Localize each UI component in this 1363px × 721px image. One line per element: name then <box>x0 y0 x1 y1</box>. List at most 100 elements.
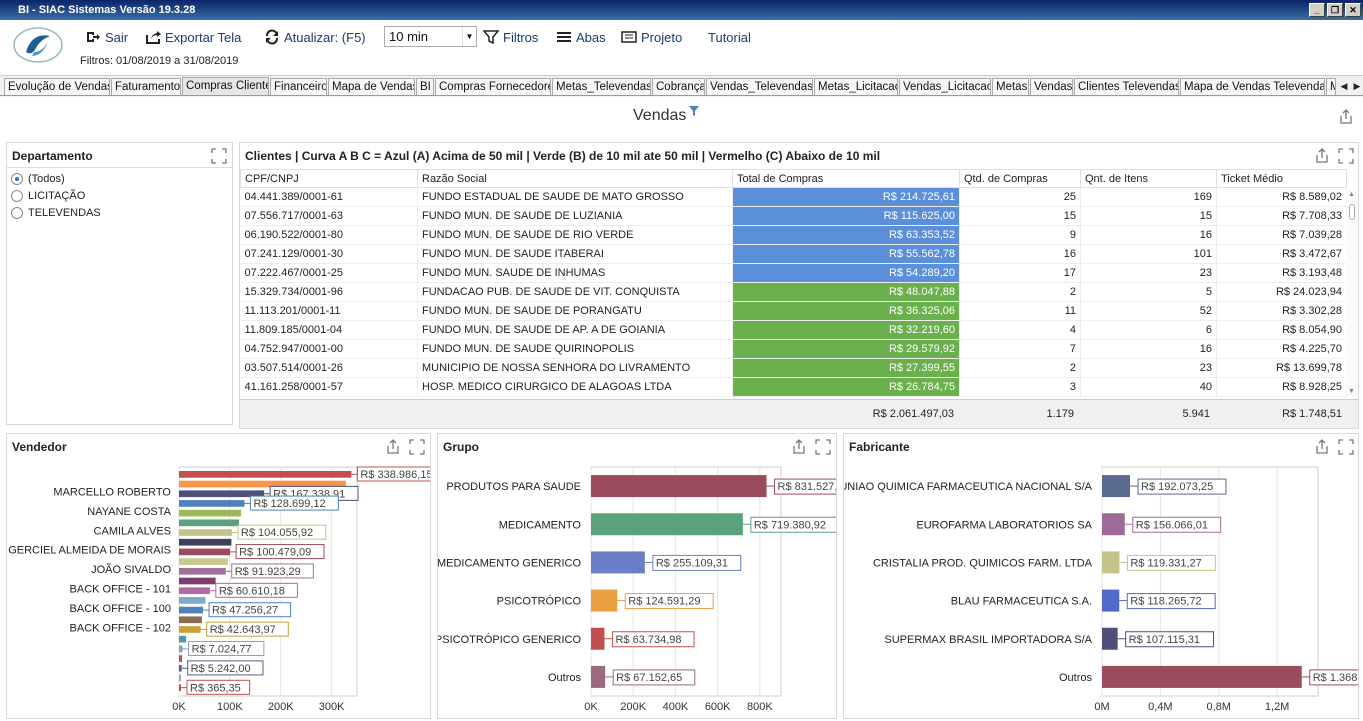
atualizar-button[interactable]: Atualizar: (F5) <box>264 28 366 46</box>
filtros-button[interactable]: Filtros <box>483 28 538 46</box>
tab-bi[interactable]: BI <box>416 78 434 95</box>
category-label: CRISTALIA PROD. QUIMICOS FARM. LTDA <box>873 557 1093 569</box>
data-label: R$ 365,35 <box>190 682 241 694</box>
x-tick-label: 0,8M <box>1207 701 1231 713</box>
table-row[interactable]: 04.441.389/0001-61 FUNDO ESTADUAL DE SAUD… <box>240 187 1347 207</box>
departamento-title: Departamento <box>12 149 93 163</box>
maximize-icon[interactable] <box>1338 148 1354 164</box>
tab-mapa-de-vendas[interactable]: Mapa de Vendas <box>328 78 415 95</box>
radio-selected-icon[interactable] <box>11 172 23 185</box>
scroll-thumb[interactable] <box>1349 204 1355 220</box>
tab-faturamento[interactable]: Faturamento <box>111 78 181 95</box>
tab-metas[interactable]: Metas <box>992 78 1029 95</box>
table-row[interactable]: 03.507.514/0001-26 MUNICIPIO DE NOSSA SEN… <box>240 358 1347 378</box>
tab-mapa-de-vendas-televendas[interactable]: Mapa de Vendas Televendas <box>1180 78 1325 95</box>
tab-overflow[interactable]: M <box>1326 78 1336 95</box>
tab-bar: Evolução de Vendas Faturamento Compras C… <box>0 77 1363 96</box>
table-cell: 5 <box>1080 282 1217 302</box>
restore-button[interactable]: ❐ <box>1327 3 1343 17</box>
tab-compras-fornecedores[interactable]: Compras Fornecedores <box>435 78 551 95</box>
table-row[interactable]: 07.556.717/0001-63 FUNDO MUN. DE SAUDE DE… <box>240 206 1347 226</box>
exportar-tela-button[interactable]: Exportar Tela <box>145 28 241 46</box>
data-label-box <box>774 478 836 495</box>
tab-scroll-left-icon[interactable]: ◀ <box>1337 77 1351 95</box>
table-row[interactable]: 15.329.734/0001-96 FUNDACAO PUB. DE SAUDE… <box>240 282 1347 302</box>
data-label: R$ 7.024,77 <box>192 644 252 656</box>
category-label: PRODUTOS PARA SAUDE <box>446 481 581 493</box>
abas-button[interactable]: Abas <box>556 28 606 46</box>
grupo-chart: 0K 200K 400K 600K 800K PRODUTOS PARA SAUDE R$ … <box>438 466 836 713</box>
x-tick-label: 200K <box>620 701 646 713</box>
tab-clientes-televendas[interactable]: Clientes Televendas <box>1074 78 1179 95</box>
table-cell: 07.556.717/0001-63 <box>240 206 418 226</box>
export-icon[interactable] <box>385 439 401 455</box>
maximize-icon[interactable] <box>815 439 831 455</box>
tab-compras-cliente[interactable]: Compras Cliente <box>182 77 269 95</box>
departamento-option-licitacao[interactable]: LICITAÇÃO <box>11 187 101 204</box>
table-row[interactable]: 04.752.947/0001-00 FUNDO MUN. DE SAUDE QU… <box>240 339 1347 359</box>
column-header[interactable]: Qtd. de Compras <box>959 169 1081 188</box>
chevron-down-icon[interactable]: ▼ <box>462 27 476 46</box>
export-icon[interactable] <box>1338 109 1354 125</box>
data-label: R$ 124.591,29 <box>628 596 700 608</box>
tab-cobranca[interactable]: Cobrança <box>652 78 705 95</box>
table-row[interactable]: 06.190.522/0001-80 FUNDO MUN. DE SAUDE DE… <box>240 225 1347 245</box>
scroll-up-icon[interactable]: ▲ <box>1348 191 1355 198</box>
maximize-icon[interactable] <box>211 148 227 164</box>
tab-vendas-licitacao[interactable]: Vendas_Licitacao <box>899 78 991 95</box>
tutorial-link[interactable]: Tutorial <box>708 28 751 46</box>
table-cell: R$ 3.472,67 <box>1216 244 1347 264</box>
departamento-option-televendas[interactable]: TELEVENDAS <box>11 204 101 221</box>
projeto-button[interactable]: Projeto <box>621 28 682 46</box>
tab-metas-licitacao[interactable]: Metas_Licitacao <box>814 78 898 95</box>
table-cell: 101 <box>1080 244 1217 264</box>
column-header[interactable]: Qnt. de Itens <box>1080 169 1217 188</box>
data-label: R$ 67.152,65 <box>616 672 682 684</box>
data-label-box <box>1132 516 1222 533</box>
table-scrollbar[interactable]: ▲ ▼ <box>1346 190 1358 396</box>
export-icon[interactable] <box>791 439 807 455</box>
table-cell: 23 <box>1080 358 1217 378</box>
table-cell: R$ 36.325,06 <box>732 301 960 321</box>
column-header[interactable]: Total de Compras <box>732 169 960 188</box>
bar <box>1102 551 1120 574</box>
table-row[interactable]: 11.113.201/0001-11 FUNDO MUN. DE SAUDE DE… <box>240 301 1347 321</box>
export-icon[interactable] <box>1314 439 1330 455</box>
maximize-icon[interactable] <box>1338 439 1354 455</box>
minimize-button[interactable]: _ <box>1309 3 1325 17</box>
table-cell: 17 <box>959 263 1081 283</box>
table-row[interactable]: 11.809.185/0001-04 FUNDO MUN. DE SAUDE DE… <box>240 320 1347 340</box>
table-row[interactable]: 41.161.258/0001-57 HOSP. MEDICO CIRURGICO… <box>240 377 1347 397</box>
column-header[interactable]: Razão Social <box>417 169 733 188</box>
column-header[interactable]: Ticket Médio <box>1216 169 1347 188</box>
radio-icon[interactable] <box>11 206 23 219</box>
table-row[interactable]: 07.241.129/0001-30 FUNDO MUN. DE SAUDE IT… <box>240 244 1347 264</box>
tab-financeiro[interactable]: Financeiro <box>270 78 327 95</box>
bar <box>179 597 206 604</box>
table-row[interactable]: 07.222.467/0001-25 FUNDO MUN. SAUDE DE IN… <box>240 263 1347 283</box>
refresh-interval-select[interactable]: 10 min ▼ <box>384 26 477 47</box>
sair-button[interactable]: Sair <box>85 28 128 46</box>
filters-summary: Filtros: 01/08/2019 a 31/08/2019 <box>80 55 239 67</box>
data-label: R$ 118.265,72 <box>1130 596 1201 608</box>
tab-scroll-right-icon[interactable]: ▶ <box>1350 77 1363 95</box>
data-label: R$ 47.256,27 <box>212 605 278 617</box>
export-icon[interactable] <box>1314 148 1330 164</box>
bar <box>179 529 232 536</box>
table-cell: R$ 3.193,48 <box>1216 263 1347 283</box>
departamento-option-todos[interactable]: (Todos) <box>11 170 101 187</box>
tab-metas-televendas[interactable]: Metas_Televendas <box>552 78 651 95</box>
plot-area <box>1101 466 1319 697</box>
tab-vendas-televendas[interactable]: Vendas_Televendas <box>706 78 813 95</box>
tab-evolucao-de-vendas[interactable]: Evolução de Vendas <box>4 78 110 95</box>
close-button[interactable]: ✕ <box>1345 3 1361 17</box>
filter-icon[interactable] <box>688 105 700 117</box>
option-label: (Todos) <box>28 172 65 185</box>
radio-icon[interactable] <box>11 189 23 202</box>
tab-vendas[interactable]: Vendas <box>1030 78 1073 95</box>
vendedor-panel: Vendedor 0K 100K 200K 300K R$ 338.986,15 R$ 1… <box>6 433 431 719</box>
table-cell: 07.241.129/0001-30 <box>240 244 418 264</box>
scroll-down-icon[interactable]: ▼ <box>1348 388 1355 395</box>
maximize-icon[interactable] <box>409 439 425 455</box>
column-header[interactable]: CPF/CNPJ <box>240 169 418 188</box>
